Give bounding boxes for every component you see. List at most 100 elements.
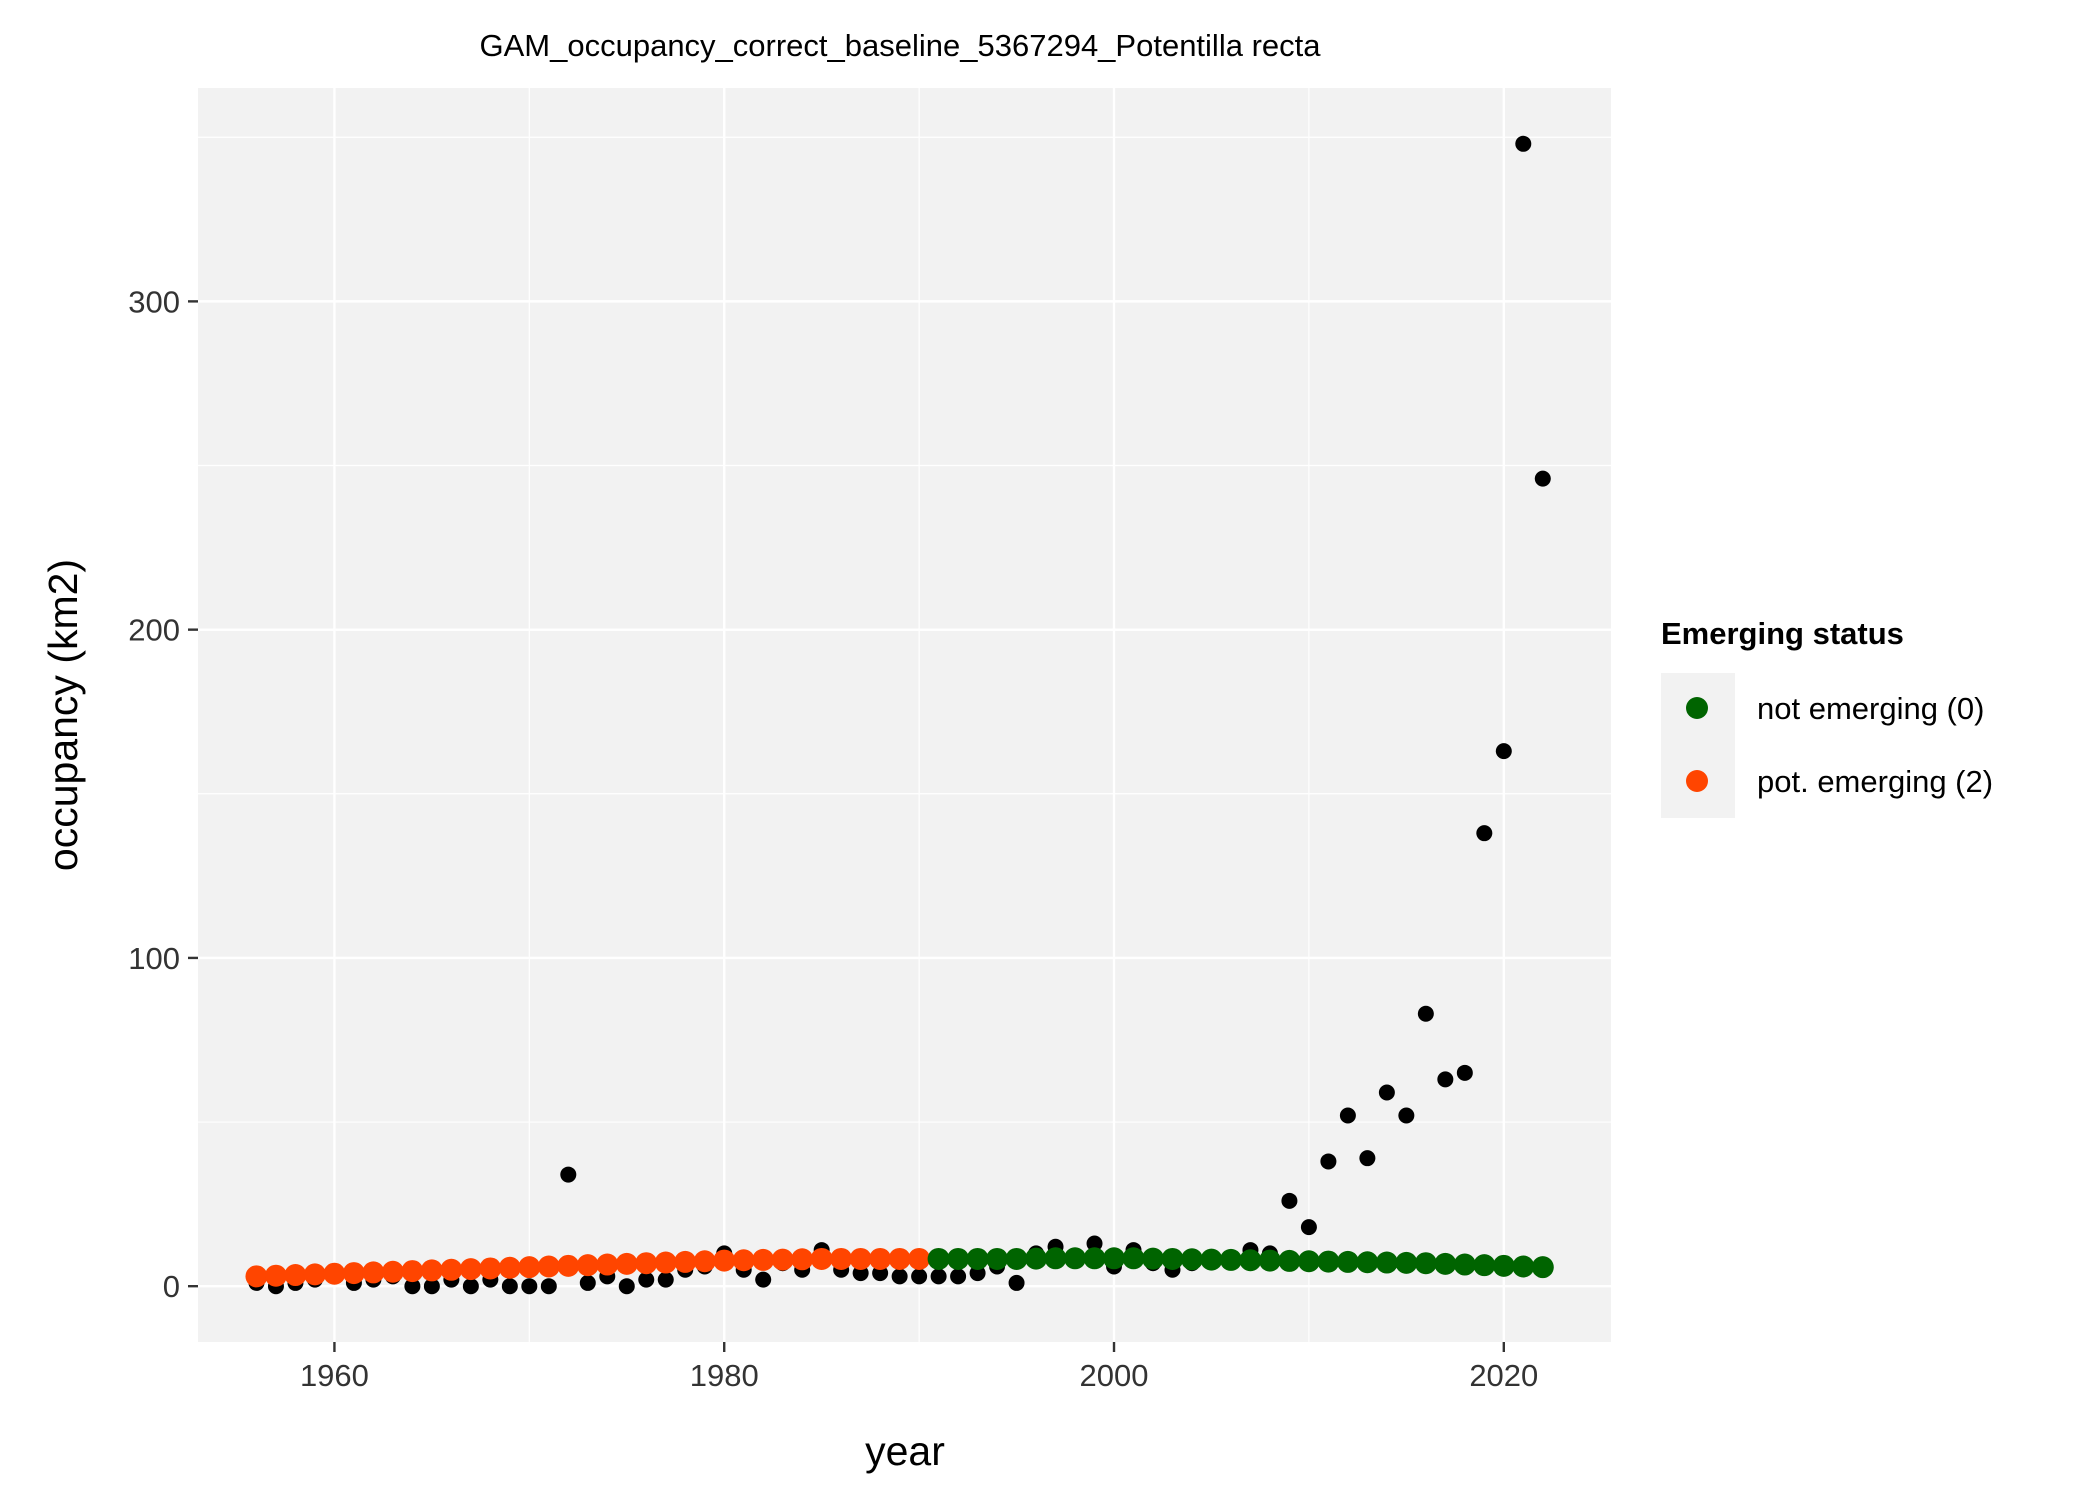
fitted-point: [869, 1247, 892, 1270]
fitted-point: [908, 1247, 931, 1270]
fitted-point: [284, 1264, 307, 1287]
observed-point: [501, 1278, 518, 1295]
fitted-point: [849, 1247, 872, 1270]
fitted-point: [1453, 1253, 1476, 1276]
fitted-point: [537, 1255, 560, 1278]
observed-point: [1378, 1084, 1395, 1101]
observed-point: [1339, 1107, 1356, 1124]
fitted-point: [966, 1247, 989, 1270]
observed-point: [423, 1278, 440, 1295]
fitted-point: [615, 1252, 638, 1275]
observed-point: [755, 1271, 772, 1288]
fitted-point: [1103, 1247, 1126, 1270]
fitted-point: [1434, 1252, 1457, 1275]
fitted-point: [1278, 1249, 1301, 1272]
fitted-point: [420, 1259, 443, 1282]
observed-point: [657, 1271, 674, 1288]
fitted-point: [459, 1258, 482, 1281]
fitted-point: [1219, 1248, 1242, 1271]
fitted-point: [1064, 1247, 1087, 1270]
fitted-point: [1239, 1249, 1262, 1272]
observed-point: [1320, 1153, 1337, 1170]
fitted-point: [498, 1256, 521, 1279]
fitted-point: [986, 1247, 1009, 1270]
observed-point: [521, 1278, 538, 1295]
fitted-point: [362, 1261, 385, 1284]
fitted-point: [342, 1262, 365, 1285]
observed-point: [1476, 825, 1493, 842]
observed-point: [1086, 1235, 1103, 1252]
y-axis-title: occupancy (km2): [40, 559, 86, 871]
legend-label-pot-emerging: pot. emerging (2): [1757, 764, 1993, 799]
fitted-point: [674, 1250, 697, 1273]
fitted-point: [771, 1248, 794, 1271]
fitted-point: [830, 1247, 853, 1270]
fitted-point: [732, 1249, 755, 1272]
observed-point: [1417, 1005, 1434, 1022]
fitted-point: [1122, 1247, 1145, 1270]
observed-point: [1495, 743, 1512, 760]
observed-point: [891, 1268, 908, 1285]
plot-panel: [198, 88, 1611, 1342]
observed-point: [1008, 1274, 1025, 1291]
y-tick-label: 100: [128, 941, 180, 976]
fitted-point: [381, 1260, 404, 1283]
observed-point: [930, 1268, 947, 1285]
legend-title: Emerging status: [1661, 616, 1904, 651]
fitted-point: [713, 1249, 736, 1272]
x-tick-label: 2000: [1080, 1358, 1149, 1393]
fitted-point: [1161, 1247, 1184, 1270]
fitted-point: [635, 1252, 658, 1275]
x-tick-label: 2020: [1469, 1358, 1538, 1393]
fitted-point: [303, 1263, 326, 1286]
observed-point: [618, 1278, 635, 1295]
fitted-point: [401, 1260, 424, 1283]
fitted-point: [1141, 1247, 1164, 1270]
observed-point: [911, 1268, 928, 1285]
legend-key-not-emerging: [1686, 697, 1708, 719]
observed-point: [1534, 470, 1551, 487]
fitted-point: [1414, 1252, 1437, 1275]
fitted-point: [888, 1247, 911, 1270]
chart-title: GAM_occupancy_correct_baseline_5367294_P…: [480, 28, 1322, 63]
observed-point: [1300, 1219, 1317, 1236]
observed-point: [950, 1268, 967, 1285]
fitted-point: [596, 1253, 619, 1276]
axis-ticks: [188, 300, 1506, 1352]
x-axis-title: year: [865, 1428, 945, 1474]
observed-point: [579, 1274, 596, 1291]
observed-point: [1515, 135, 1532, 152]
fitted-point: [1473, 1254, 1496, 1277]
fitted-point: [947, 1247, 970, 1270]
legend-key-pot-emerging: [1686, 770, 1708, 792]
fitted-point: [1492, 1254, 1515, 1277]
fitted-point: [1531, 1256, 1554, 1279]
y-tick-label: 300: [128, 284, 180, 319]
fitted-point: [1297, 1250, 1320, 1273]
observed-point: [638, 1271, 655, 1288]
fitted-point: [479, 1257, 502, 1280]
fitted-points: [245, 1247, 1554, 1288]
observed-point: [1456, 1064, 1473, 1081]
fitted-point: [1180, 1248, 1203, 1271]
fitted-point: [1317, 1250, 1340, 1273]
fitted-point: [1512, 1255, 1535, 1278]
fitted-point: [654, 1251, 677, 1274]
fitted-point: [1044, 1247, 1067, 1270]
fitted-point: [1005, 1247, 1028, 1270]
legend: Emerging status not emerging (0) pot. em…: [1661, 616, 1993, 818]
fitted-point: [693, 1250, 716, 1273]
fitted-point: [323, 1262, 346, 1285]
fitted-point: [1258, 1249, 1281, 1272]
y-tick-label: 0: [163, 1269, 180, 1304]
fitted-point: [752, 1248, 775, 1271]
fitted-point: [1356, 1251, 1379, 1274]
fitted-point: [810, 1247, 833, 1270]
fitted-point: [245, 1265, 268, 1288]
fitted-point: [440, 1258, 463, 1281]
observed-point: [1359, 1150, 1376, 1167]
x-tick-label: 1960: [300, 1358, 369, 1393]
x-tick-label: 1980: [690, 1358, 759, 1393]
fitted-point: [927, 1247, 950, 1270]
observed-point: [1398, 1107, 1415, 1124]
